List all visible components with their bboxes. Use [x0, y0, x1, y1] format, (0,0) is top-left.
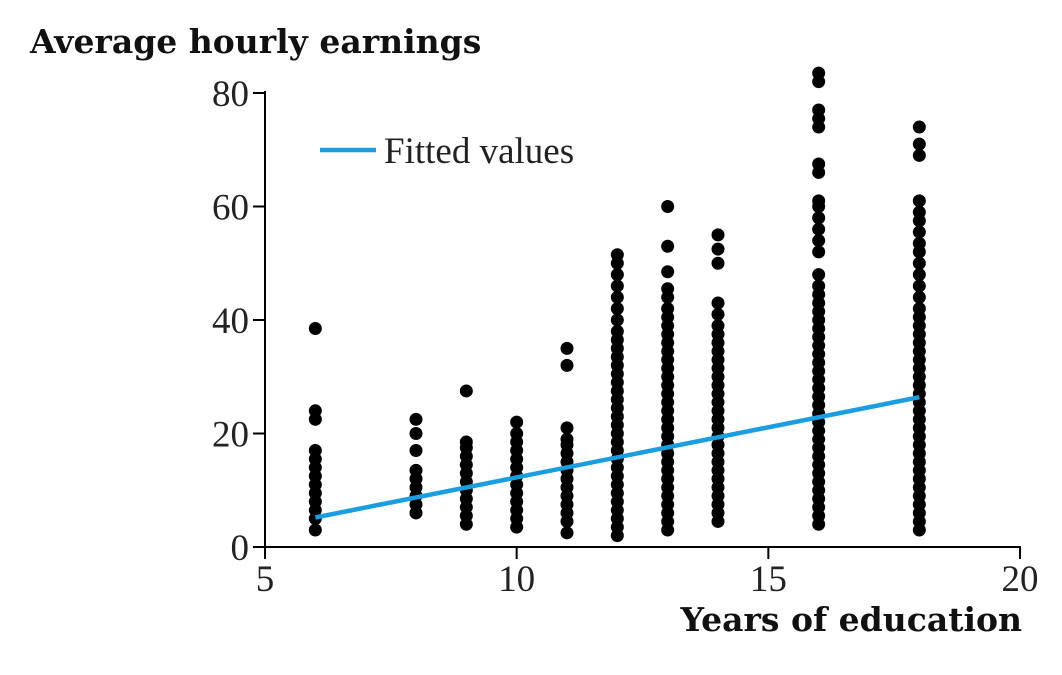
data-point — [308, 404, 322, 418]
data-point — [661, 239, 675, 253]
data-point — [812, 103, 826, 117]
data-point — [510, 415, 524, 429]
data-point — [812, 157, 826, 171]
data-point — [812, 222, 826, 236]
data-point — [912, 120, 926, 134]
legend-label: Fitted values — [384, 131, 574, 172]
data-point — [459, 384, 473, 398]
data-point — [308, 322, 322, 336]
data-point — [560, 341, 574, 355]
y-tick-label: 40 — [212, 301, 249, 342]
data-point — [812, 234, 826, 248]
data-point — [912, 268, 926, 282]
data-point — [610, 290, 624, 304]
data-point — [610, 268, 624, 282]
data-point — [560, 432, 574, 446]
y-tick-label: 20 — [212, 415, 249, 456]
data-point — [912, 137, 926, 151]
data-point — [711, 296, 725, 310]
data-point — [812, 268, 826, 282]
data-point — [912, 279, 926, 293]
data-point — [610, 302, 624, 316]
data-point — [912, 290, 926, 304]
data-point — [610, 248, 624, 262]
data-point — [711, 228, 725, 242]
data-point — [610, 324, 624, 338]
data-point — [812, 279, 826, 293]
data-point — [308, 523, 322, 537]
data-point — [409, 412, 423, 426]
data-point — [711, 319, 725, 333]
data-point — [560, 421, 574, 435]
data-point — [711, 256, 725, 270]
data-point — [912, 225, 926, 239]
y-axis-label: Average hourly earnings — [30, 22, 482, 61]
data-point — [560, 526, 574, 540]
data-point — [912, 194, 926, 208]
y-tick-label: 80 — [212, 74, 249, 115]
y-tick-label: 0 — [231, 528, 250, 569]
data-point — [812, 66, 826, 80]
data-point — [711, 307, 725, 321]
data-point — [409, 427, 423, 440]
data-point — [912, 302, 926, 316]
fitted-values-line — [314, 394, 920, 520]
y-tick-label: 60 — [212, 188, 249, 229]
data-point — [661, 282, 675, 296]
data-point — [409, 444, 423, 458]
x-tick-label: 10 — [498, 559, 535, 600]
data-point — [912, 256, 926, 270]
data-point — [409, 463, 423, 477]
data-point — [812, 194, 826, 208]
x-tick-label: 5 — [256, 559, 275, 600]
data-point — [510, 427, 524, 440]
data-point — [661, 200, 675, 213]
x-tick-label: 20 — [1002, 559, 1039, 600]
data-point — [912, 148, 926, 162]
data-point — [560, 358, 574, 372]
data-point — [912, 236, 926, 250]
data-point — [459, 435, 473, 449]
data-point — [912, 205, 926, 219]
data-point — [610, 313, 624, 327]
data-point — [812, 211, 826, 225]
data-point — [812, 245, 826, 259]
data-point — [610, 279, 624, 293]
data-point — [711, 242, 725, 256]
x-tick-label: 15 — [750, 559, 787, 600]
data-point — [661, 265, 675, 279]
data-point — [661, 302, 675, 316]
data-point — [308, 444, 322, 458]
x-axis-label: Years of education — [680, 600, 1022, 639]
